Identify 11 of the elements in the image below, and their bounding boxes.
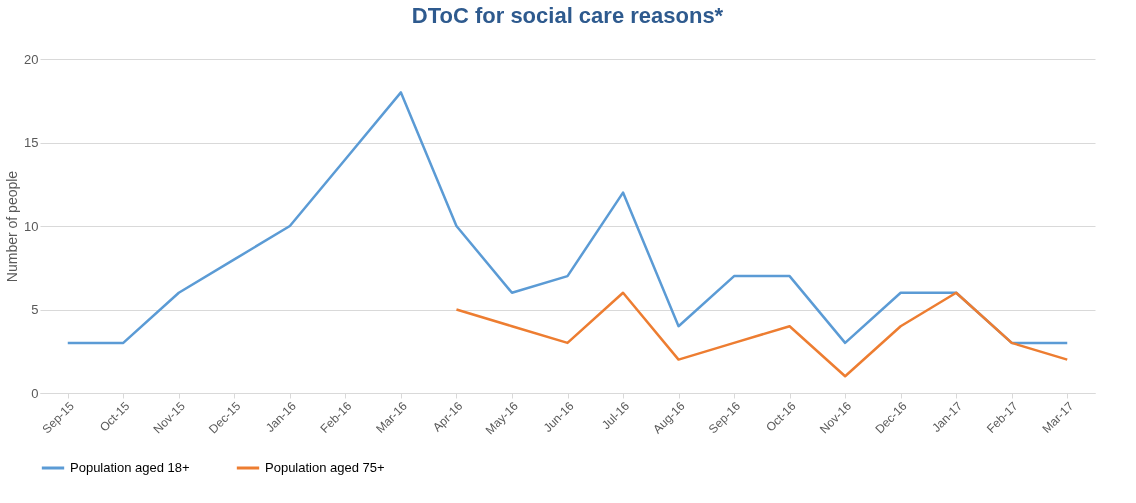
y-tick-label: 15 xyxy=(24,135,39,150)
chart-title: DToC for social care reasons* xyxy=(411,3,724,28)
y-tick-label: 5 xyxy=(31,302,39,317)
legend-label: Population aged 75+ xyxy=(265,460,385,475)
y-tick-label: 0 xyxy=(31,385,39,401)
legend-label: Population aged 18+ xyxy=(70,460,190,475)
line-series xyxy=(66,91,1069,345)
y-tick-label: 20 xyxy=(24,51,39,67)
y-axis-title: Number of people xyxy=(4,170,21,283)
line-series xyxy=(455,291,1069,378)
y-tick-label: 10 xyxy=(24,218,39,234)
